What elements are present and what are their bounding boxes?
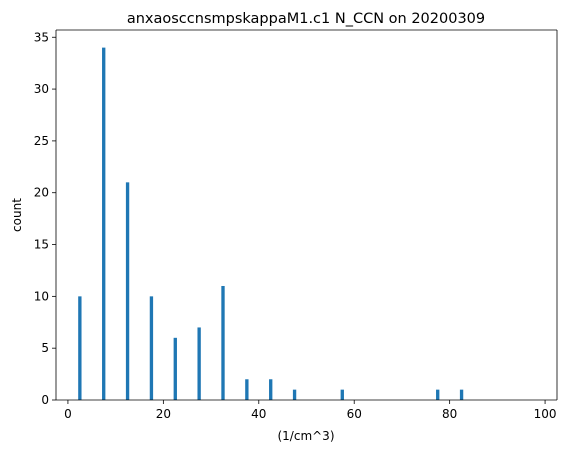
x-tick-label: 0 xyxy=(64,407,72,421)
chart-title: anxaosccnsmpskappaM1.c1 N_CCN on 2020030… xyxy=(127,11,485,27)
y-tick-label: 10 xyxy=(34,289,49,303)
x-axis-label: (1/cm^3) xyxy=(277,429,334,443)
histogram-bar xyxy=(173,337,177,400)
x-tick-label: 60 xyxy=(347,407,362,421)
y-tick-label: 30 xyxy=(34,82,49,96)
histogram-bar xyxy=(340,389,344,400)
x-axis-ticks: 0 20 40 60 80 100 xyxy=(64,400,557,421)
y-tick-label: 15 xyxy=(34,238,49,252)
histogram-bar xyxy=(102,47,106,401)
x-tick-label: 40 xyxy=(251,407,266,421)
y-tick-label: 25 xyxy=(34,134,49,148)
y-tick-label: 35 xyxy=(34,30,49,44)
histogram-bar xyxy=(149,296,154,400)
histogram-bar xyxy=(245,379,249,400)
histogram-bar xyxy=(78,296,82,400)
histogram-bar xyxy=(125,182,130,400)
histogram-bar xyxy=(269,379,273,400)
histogram-bar xyxy=(197,327,201,400)
x-tick-label: 80 xyxy=(442,407,457,421)
x-tick-label: 20 xyxy=(156,407,171,421)
y-tick-label: 0 xyxy=(41,393,49,407)
histogram-bar xyxy=(292,389,297,400)
x-tick-label: 100 xyxy=(534,407,557,421)
bars-layer xyxy=(78,47,464,401)
y-tick-label: 20 xyxy=(34,186,49,200)
axes-frame xyxy=(55,29,558,401)
histogram-bar xyxy=(436,389,440,400)
y-axis-ticks: 0 5 10 15 20 25 30 35 xyxy=(34,30,56,407)
histogram-bar xyxy=(459,389,464,400)
y-axis-label: count xyxy=(10,198,24,232)
y-tick-label: 5 xyxy=(41,341,49,355)
histogram-bar xyxy=(221,285,225,400)
